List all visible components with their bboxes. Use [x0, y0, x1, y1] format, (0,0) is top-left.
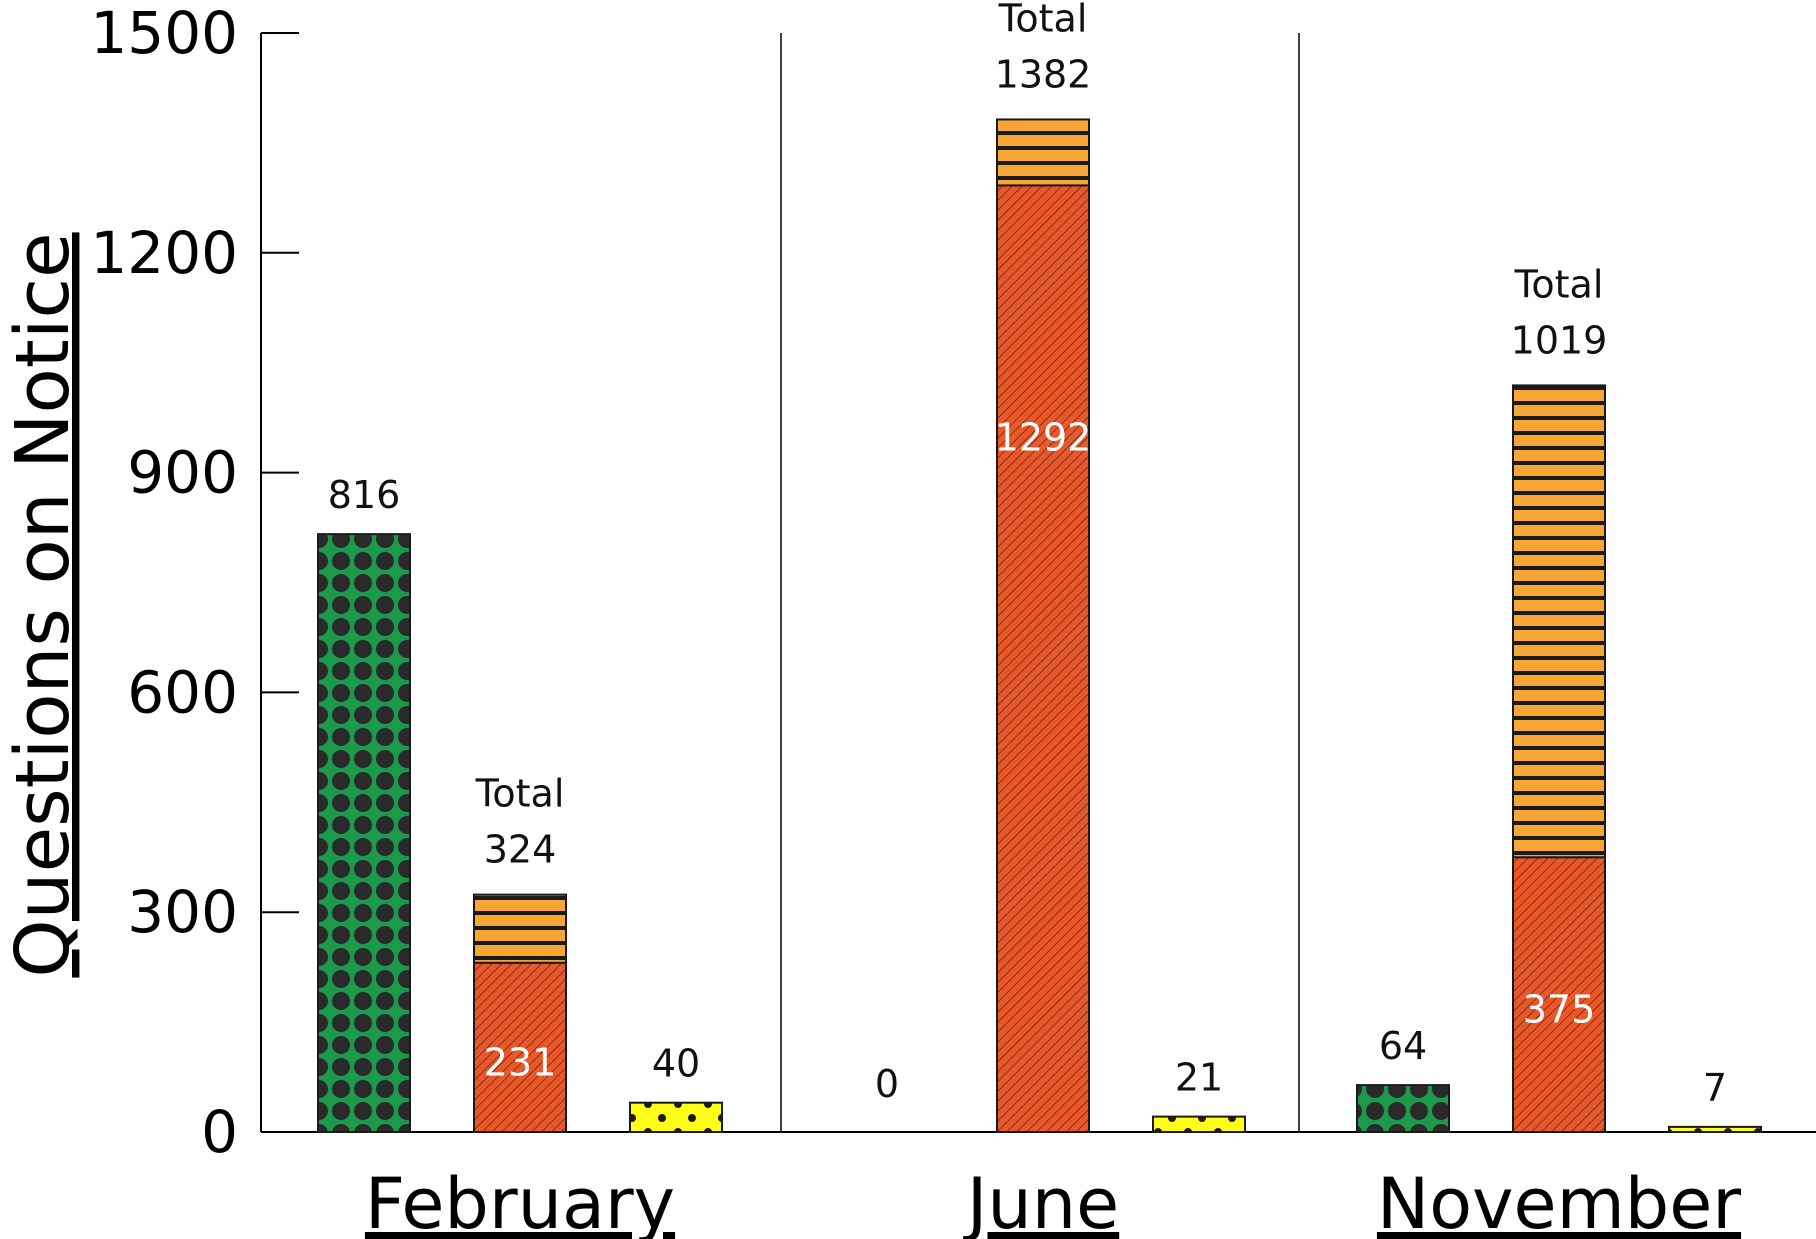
bar-segment-orange: [1512, 384, 1606, 859]
bar-segment-red: [996, 184, 1090, 1134]
bar-total-caption: Total: [998, 0, 1088, 40]
category-labels: February June November: [365, 1163, 1741, 1239]
y-tick-label: 1500: [90, 0, 238, 67]
category-label-november: November: [1377, 1163, 1741, 1239]
bar-segment-red: [1512, 856, 1606, 1133]
bar-yellow: [629, 1101, 723, 1134]
bar-green: [317, 533, 411, 1133]
bar-inner-label: 1292: [995, 415, 1092, 459]
y-tick-label: 900: [127, 439, 238, 507]
bar-total-caption: Total: [1514, 262, 1604, 306]
bar-segment-red: [473, 961, 567, 1134]
bars: [317, 118, 1762, 1134]
y-ticks: 0 300 600 900 1200 1500: [90, 0, 299, 1166]
bar-value-label: 816: [328, 473, 401, 517]
bar-value-label: 21: [1175, 1056, 1223, 1100]
bar-value-label: 40: [652, 1042, 700, 1086]
bar-total-label: 1019: [1511, 318, 1608, 362]
bar-inner-label: 231: [484, 1040, 557, 1084]
bar-total-caption: Total: [475, 772, 565, 816]
bar-yellow: [1668, 1125, 1762, 1134]
category-label-february: February: [365, 1163, 675, 1239]
y-tick-label: 0: [201, 1098, 238, 1166]
bar-segment-orange: [473, 893, 567, 964]
bar-value-label: 64: [1379, 1024, 1427, 1068]
bar-value-label: 7: [1703, 1066, 1727, 1110]
bar-value-label: 0: [875, 1062, 899, 1106]
y-tick-label: 1200: [90, 219, 238, 287]
y-tick-label: 300: [127, 878, 238, 946]
data-labels: 816 231 Total 324 40 0 1292 Total 1382 21 64 375 Tot…: [328, 0, 1727, 1110]
bar-segment-orange: [996, 118, 1090, 187]
bar-green: [1356, 1084, 1450, 1134]
category-label-june: June: [963, 1163, 1119, 1239]
bar-total-label: 324: [484, 828, 557, 872]
y-tick-label: 600: [127, 658, 238, 726]
bar-yellow: [1152, 1115, 1246, 1134]
bar-total-label: 1382: [995, 52, 1092, 96]
y-axis-label: Questions on Notice: [0, 232, 86, 977]
bar-inner-label: 375: [1523, 988, 1596, 1032]
